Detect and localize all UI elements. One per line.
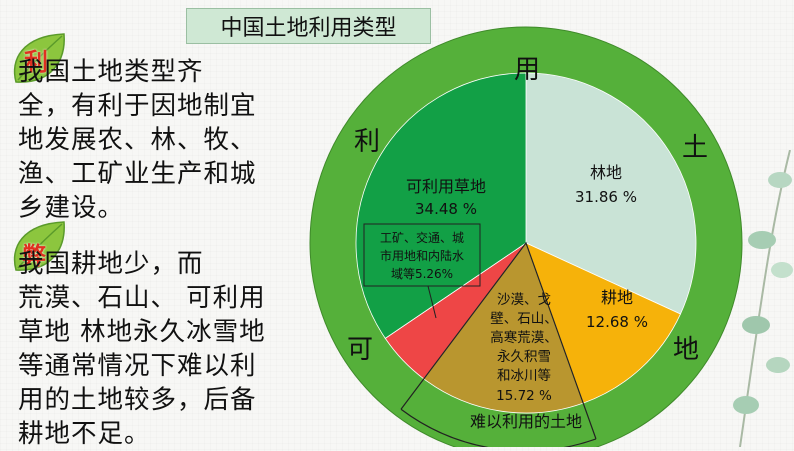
page-title: 中国土地利用类型 — [186, 8, 431, 44]
slice-label-urban-water: 市用地和内陆水 — [380, 248, 464, 263]
ring-char: 土 — [682, 133, 708, 163]
slice-label-urban-water: 工矿、交通、城 — [380, 230, 464, 245]
con-line: 草地 林地永久冰雪地 — [18, 317, 266, 347]
pie-slice-hard-to-use — [423, 242, 584, 414]
slice-label-hard-to-use: 壁、石山、 — [490, 311, 558, 327]
slice-label-forest: 林地 — [590, 163, 622, 182]
hard-to-use-frame — [400, 241, 597, 440]
leaf-badge-icon — [13, 221, 65, 271]
pie-slice-farmland — [525, 242, 681, 404]
slice-value-hard-to-use: 15.72 % — [496, 388, 552, 404]
con-line: 耕地不足。 — [18, 419, 151, 449]
slice-label-urban-water: 域等5.26% — [391, 267, 453, 281]
con-text: 我国耕地少，而 荒漠、石山、 可利用 草地 林地永久冰雪地 等通常情况下难以利 … — [18, 247, 266, 451]
con-line: 等通常情况下难以利 — [18, 351, 257, 381]
pro-badge-text: 利 — [24, 48, 48, 76]
slice-label-hard-to-use: 沙漠、戈 — [497, 292, 551, 308]
hard-to-use-frame-arc — [400, 408, 597, 447]
slice-label-hard-to-use: 和冰川等 — [497, 367, 551, 384]
ring-char: 用 — [514, 55, 540, 85]
eucalyptus-branch-icon — [733, 150, 793, 447]
pro-text: 我国土地类型齐 全，有利于因地制宜 地发展农、林、牧、 渔、工矿业生产和城 乡建… — [18, 55, 257, 225]
slice-label-hard-to-use: 高寒荒漠、 — [490, 329, 558, 346]
pro-line: 渔、工矿业生产和城 — [18, 159, 257, 189]
pro-line: 乡建设。 — [18, 193, 125, 223]
slice-label-farmland: 耕地 — [601, 288, 633, 307]
ring-char: 利 — [354, 127, 380, 157]
con-line: 荒漠、石山、 可利用 — [18, 283, 266, 313]
ring-char: 可 — [347, 335, 373, 365]
pro-line: 我国土地类型齐 — [18, 57, 204, 87]
pie-slice-grassland — [355, 72, 527, 339]
slice-value-farmland: 12.68 % — [586, 313, 648, 331]
hard-to-use-band-label: 难以利用的土地 — [470, 412, 582, 431]
pie-slice-forest — [525, 72, 697, 315]
pro-line: 全，有利于因地制宜 — [18, 91, 257, 121]
con-line: 我国耕地少，而 — [18, 249, 204, 279]
urban-callout-leader — [427, 285, 437, 319]
con-line: 用的土地较多，后备 — [18, 385, 257, 415]
slice-label-grassland: 可利用草地 — [406, 177, 486, 196]
slice-value-forest: 31.86 % — [575, 188, 637, 206]
ring-char: 地 — [673, 335, 699, 365]
con-badge-text: 弊 — [22, 242, 46, 270]
slice-label-hard-to-use: 永久积雪 — [497, 349, 551, 365]
pro-line: 地发展农、林、牧、 — [18, 125, 257, 155]
urban-callout-box — [363, 223, 481, 287]
leaf-badge-icon — [13, 33, 65, 83]
slice-value-grassland: 34.48 % — [415, 200, 477, 218]
